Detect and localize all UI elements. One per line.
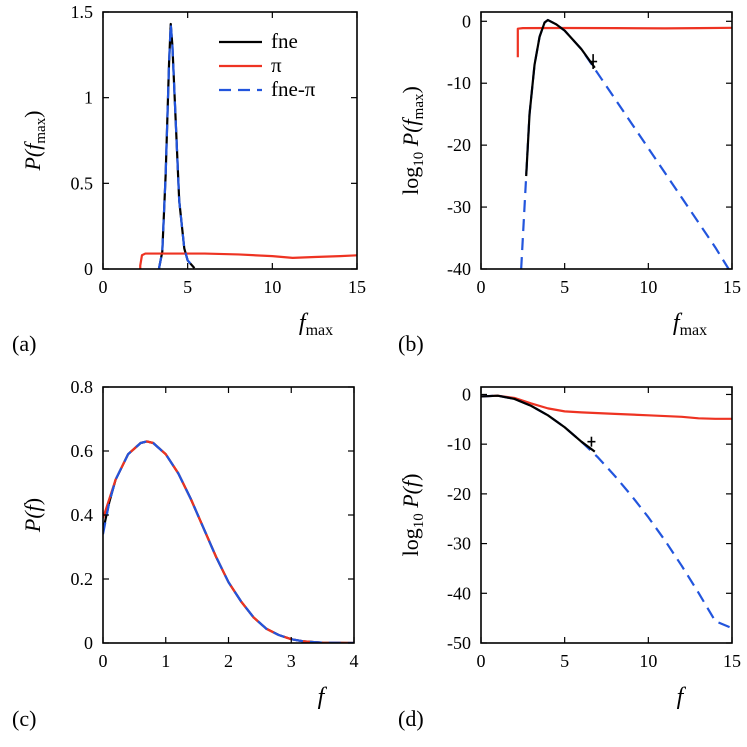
series-line-π — [139, 252, 357, 269]
plot-frame — [480, 11, 733, 270]
x-tick-label: 2 — [224, 651, 233, 671]
legend-label: fne-π — [271, 77, 316, 101]
x-tick-label: 15 — [348, 277, 366, 297]
y-tick-label: 1 — [84, 88, 93, 108]
series-line-fne — [525, 18, 596, 177]
x-tick-label: 10 — [263, 277, 281, 297]
y-tick-label: 1.5 — [71, 2, 94, 22]
y-axis-label: log10 P(fmax) — [398, 86, 427, 195]
x-tick-label: 0 — [477, 277, 486, 297]
series-group — [516, 18, 732, 269]
y-tick-label: -40 — [447, 583, 471, 603]
y-tick-label: 0.6 — [71, 441, 94, 461]
legend-item: fne — [219, 29, 298, 53]
x-tick-label: 10 — [639, 651, 657, 671]
y-axis-label: P(f) — [20, 498, 45, 533]
series-group — [481, 394, 732, 630]
plot-frame — [102, 386, 355, 644]
y-tick-label: -20 — [447, 484, 471, 504]
panel-a: 0 5 10 15 0 0.5 1 1.5 fmax P(fmax) (a) — [12, 2, 366, 356]
y-tick-label: 0.2 — [71, 569, 94, 589]
error-bar — [589, 54, 598, 69]
y-tick-label: -50 — [447, 633, 471, 653]
x-tick-label: 3 — [287, 651, 296, 671]
x-tick-label: 15 — [723, 277, 741, 297]
series-line-fne-π — [103, 440, 354, 643]
x-tick-label: 10 — [639, 277, 657, 297]
x-axis-label: f — [677, 684, 687, 710]
panel-d: 0 5 10 15 0 -10 -20 -30 -40 -50 f log10 P(f) (d) — [398, 384, 741, 731]
y-tick-label: -30 — [447, 534, 471, 554]
plot-frame — [480, 386, 733, 644]
series-line-π — [481, 394, 732, 420]
y-tick-label: -10 — [447, 434, 471, 454]
x-axis-label: f — [318, 684, 328, 710]
series-line-fne-π — [157, 22, 196, 269]
y-tick-label: 0 — [462, 11, 471, 31]
panel-b: 0 5 10 15 0 -10 -20 -30 -40 fmax log10 P(fmax) (b) — [398, 11, 741, 356]
y-tick-label: -10 — [447, 73, 471, 93]
x-tick-label: 5 — [183, 277, 192, 297]
x-axis-label: fmax — [299, 310, 333, 339]
x-tick-label: 5 — [560, 651, 569, 671]
series-group — [103, 440, 354, 643]
x-axis-label: fmax — [673, 310, 707, 339]
error-bar — [587, 436, 596, 447]
x-tick-label: 4 — [350, 651, 359, 671]
panel-label: (d) — [398, 706, 424, 731]
y-tick-label: 0 — [84, 259, 93, 279]
series-line-π — [103, 440, 354, 643]
series-group — [139, 22, 357, 269]
y-tick-label: -40 — [447, 259, 471, 279]
y-tick-label: -30 — [447, 197, 471, 217]
y-axis-label: log10 P(f) — [398, 474, 427, 557]
x-tick-label: 0 — [99, 651, 108, 671]
series-line-fne — [103, 440, 354, 643]
panel-label: (b) — [398, 331, 424, 356]
plot-frame — [102, 11, 358, 270]
y-tick-label: -20 — [447, 135, 471, 155]
series-line-fne — [481, 394, 596, 453]
legend-label: fne — [271, 29, 298, 53]
y-axis-label: P(fmax) — [20, 110, 49, 171]
legend-item: π — [219, 53, 282, 77]
panel-label: (a) — [12, 331, 36, 356]
series-line-fne-π — [481, 394, 732, 630]
x-tick-label: 5 — [560, 277, 569, 297]
series-line-fne-π — [520, 18, 730, 269]
panel-c: 0 1 2 3 4 0 0.2 0.4 0.6 0.8 f P(f) (c) — [12, 377, 359, 731]
legend-item: fne-π — [219, 77, 316, 101]
y-tick-label: 0.4 — [71, 505, 94, 525]
x-tick-label: 0 — [477, 651, 486, 671]
x-tick-label: 1 — [161, 651, 170, 671]
x-tick-label: 15 — [723, 651, 741, 671]
x-tick-label: 0 — [99, 277, 108, 297]
panel-label: (c) — [12, 706, 36, 731]
y-tick-label: 0 — [84, 633, 93, 653]
y-tick-label: 0.8 — [71, 377, 94, 397]
y-tick-label: 0 — [462, 384, 471, 404]
y-tick-label: 0.5 — [71, 173, 94, 193]
legend-label: π — [271, 53, 282, 77]
series-line-π — [516, 26, 732, 58]
